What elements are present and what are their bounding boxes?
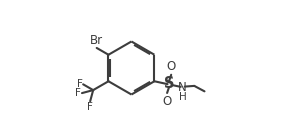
Text: F: F bbox=[76, 88, 81, 98]
Text: H: H bbox=[179, 92, 186, 102]
Text: Br: Br bbox=[90, 34, 103, 47]
Text: N: N bbox=[178, 81, 187, 94]
Text: F: F bbox=[77, 79, 82, 89]
Text: S: S bbox=[164, 76, 174, 91]
Text: O: O bbox=[166, 60, 176, 73]
Text: F: F bbox=[87, 102, 93, 112]
Text: O: O bbox=[162, 95, 172, 108]
